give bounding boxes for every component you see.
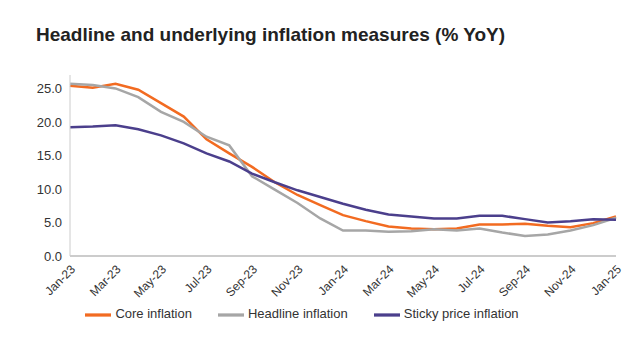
svg-text:15.0: 15.0: [37, 148, 62, 163]
svg-text:May-24: May-24: [404, 262, 442, 300]
svg-text:Mar-24: Mar-24: [360, 262, 397, 299]
svg-text:Nov-23: Nov-23: [268, 262, 305, 299]
svg-text:0.0: 0.0: [44, 249, 62, 264]
html-text:Core inflation: Core inflation: [115, 306, 192, 322]
html-text:Headline inflation: Headline inflation: [248, 306, 348, 322]
svg-text:20.0: 20.0: [37, 115, 62, 130]
svg-text:10.0: 10.0: [37, 182, 62, 197]
svg-text:Jul-23: Jul-23: [182, 262, 215, 295]
svg-text:Nov-24: Nov-24: [541, 262, 578, 299]
html-text:Headline and underlying inflat: Headline and underlying inflation measur…: [36, 24, 506, 45]
svg-text:Mar-23: Mar-23: [87, 262, 124, 299]
html-text:Sticky price inflation: Sticky price inflation: [403, 306, 519, 322]
svg-text:Jul-24: Jul-24: [455, 262, 488, 295]
svg-text:25.0: 25.0: [37, 81, 62, 96]
svg-text:Sep-24: Sep-24: [496, 262, 533, 299]
svg-text:Sep-23: Sep-23: [223, 262, 260, 299]
svg-text:Jan-23: Jan-23: [42, 262, 78, 298]
svg-text:Jan-24: Jan-24: [315, 262, 351, 298]
svg-text:May-23: May-23: [131, 262, 169, 300]
svg-text:5.0: 5.0: [44, 215, 62, 230]
svg-text:Jan-25: Jan-25: [588, 262, 624, 298]
